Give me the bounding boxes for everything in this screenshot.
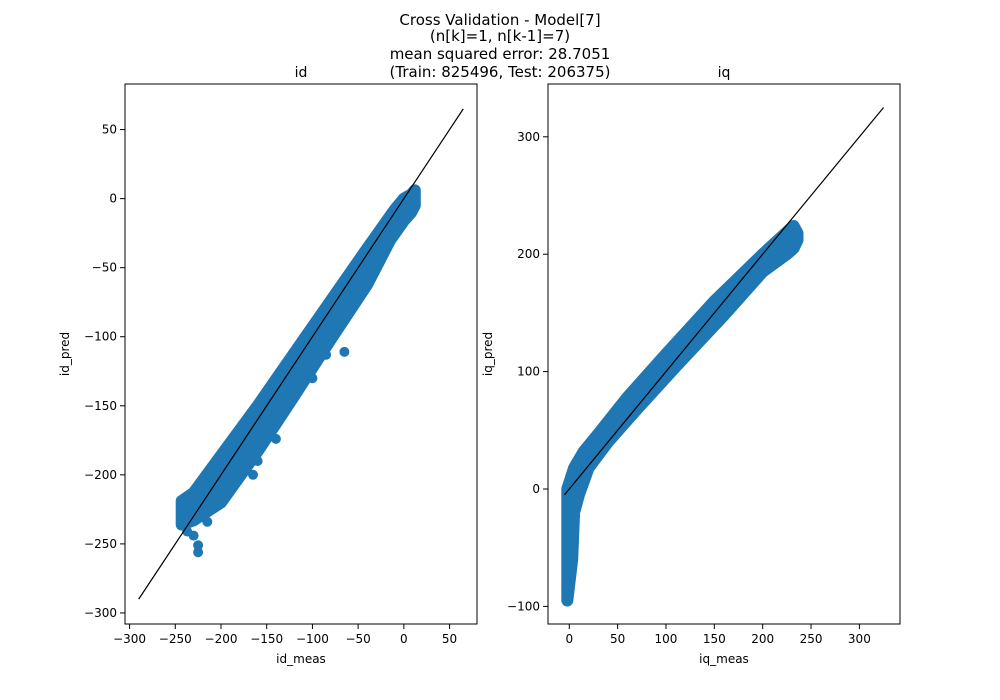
suptitle-line-4: (Train: 825496, Test: 206375) <box>389 63 611 81</box>
x-tick-label-iq-4: 200 <box>751 632 774 646</box>
y-tick-label-id-1: −250 <box>84 537 117 551</box>
scatter-point-iq-3 <box>564 572 575 582</box>
y-axis-label-id: id_pred <box>58 332 72 376</box>
y-tick-label-id-4: −100 <box>84 330 117 344</box>
subplot-iq: 0 50 100 150 200 250 300 −100 0 100 200 300 iq iq_mea… <box>481 65 901 666</box>
scatter-point-id-4 <box>252 456 263 466</box>
subplot-id: −300 −250 −200 −150 −100 −50 0 50 −300 −250 −200 −1… <box>58 65 478 666</box>
y-tick-label-id-3: −150 <box>84 399 117 413</box>
y-tick-label-id-2: −200 <box>84 468 117 482</box>
y-tick-label-id-5: −50 <box>92 261 117 275</box>
x-tick-label-id-7: 50 <box>442 632 457 646</box>
y-tick-label-iq-4: 300 <box>517 130 540 144</box>
x-axis-label-iq: iq_meas <box>699 652 749 666</box>
x-tick-label-id-1: −250 <box>159 632 192 646</box>
y-tick-label-iq-2: 100 <box>517 365 540 379</box>
suptitle-line-3: mean squared error: 28.7051 <box>389 45 611 63</box>
x-tick-label-iq-0: 0 <box>565 632 573 646</box>
y-tick-label-iq-0: −100 <box>507 599 540 613</box>
x-tick-label-iq-2: 100 <box>655 632 678 646</box>
x-tick-label-id-0: −300 <box>113 632 146 646</box>
scatter-point-iq-0 <box>562 593 573 604</box>
scatter-point-id-3 <box>248 469 258 480</box>
x-tick-label-iq-1: 50 <box>610 632 625 646</box>
suptitle-line-2: (n[k]=1, n[k-1]=7) <box>429 27 571 45</box>
x-tick-label-id-4: −100 <box>296 632 329 646</box>
x-axis-label-id: id_meas <box>276 652 326 666</box>
reference-line-iq <box>563 107 885 496</box>
y-tick-label-iq-3: 200 <box>517 247 540 261</box>
x-tick-label-iq-5: 250 <box>800 632 823 646</box>
y-tick-label-id-7: 50 <box>102 123 117 137</box>
x-tick-label-id-2: −200 <box>205 632 238 646</box>
x-tick-label-iq-3: 150 <box>703 632 726 646</box>
scatter-cloud-iq <box>561 220 804 607</box>
scatter-point-id-7 <box>321 349 332 360</box>
y-tick-label-iq-1: 0 <box>532 482 540 496</box>
plot-area-id <box>138 108 464 600</box>
scatter-point-iq-1 <box>561 583 572 594</box>
scatter-point-id-1 <box>193 540 204 551</box>
reference-line-id <box>138 108 464 600</box>
plot-area-iq <box>561 107 885 607</box>
scatter-point-id-0 <box>193 547 204 558</box>
axes-frame-iq <box>547 83 901 625</box>
scatter-point-id-8 <box>339 346 350 357</box>
x-tick-label-id-3: −150 <box>250 632 283 646</box>
subplot-title-id: id <box>295 65 308 81</box>
scatter-point-id-5 <box>270 433 281 444</box>
x-tick-label-id-6: 0 <box>400 632 408 646</box>
y-axis-label-iq: iq_pred <box>481 332 495 376</box>
scatter-point-id-2 <box>202 516 213 527</box>
scatter-point-id-6 <box>307 373 318 384</box>
axes-frame-id <box>124 83 478 625</box>
y-tick-label-id-6: 0 <box>109 192 117 206</box>
x-tick-label-id-5: −50 <box>345 632 370 646</box>
y-tick-label-id-0: −300 <box>84 606 117 620</box>
suptitle-line-1: Cross Validation - Model[7] <box>399 11 601 29</box>
x-tick-label-iq-6: 300 <box>848 632 871 646</box>
subplot-title-iq: iq <box>718 65 731 81</box>
scatter-point-iq-4 <box>566 560 577 571</box>
